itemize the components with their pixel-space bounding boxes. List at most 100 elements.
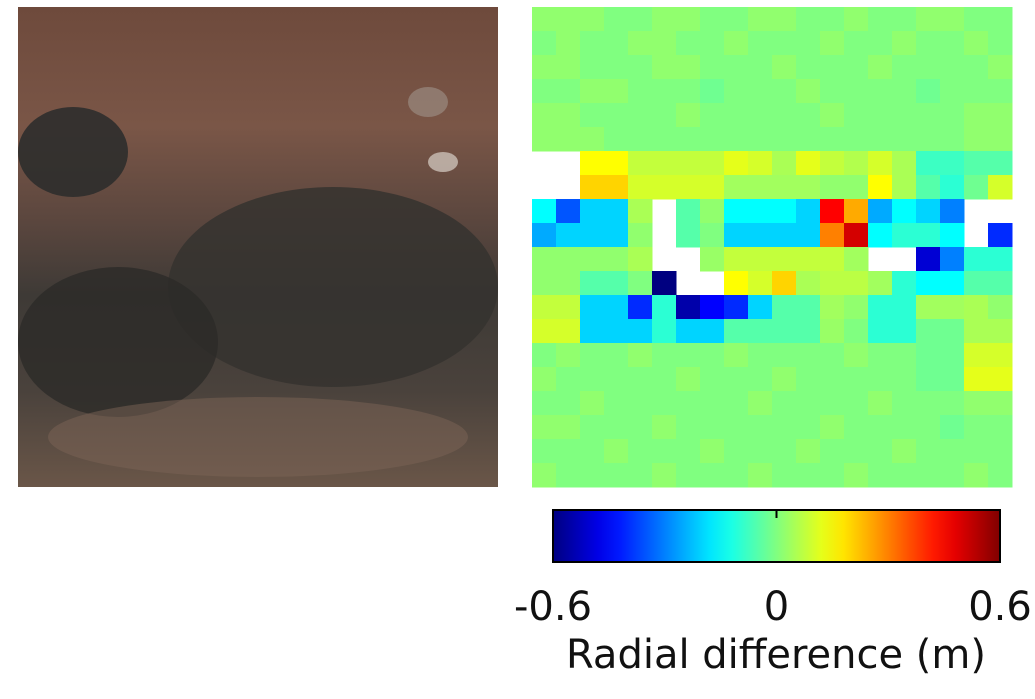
heatmap-cell [628,55,653,80]
heatmap-cell [604,55,629,80]
heatmap-cell [892,199,917,224]
heatmap-cell [724,127,749,152]
heatmap-cell [556,439,581,464]
heatmap-cell [916,175,941,200]
heatmap-cell [748,31,773,56]
heatmap-cell [580,223,605,248]
heatmap-cell [772,295,797,320]
heatmap-cell [820,415,845,440]
heatmap-cell [844,367,869,392]
heatmap-cell [892,343,917,368]
heatmap-cell [772,127,797,152]
heatmap-cell [724,199,749,224]
heatmap-cell [700,151,725,176]
heatmap-cell [652,343,677,368]
heatmap-cell [820,271,845,296]
heatmap-cell [940,31,965,56]
heatmap-cell [964,415,989,440]
heatmap-cell [772,79,797,104]
heatmap-cell [652,7,677,32]
heatmap-cell [868,343,893,368]
heatmap-cell [748,103,773,128]
heatmap-cell [796,439,821,464]
heatmap-cell [700,463,725,488]
heatmap-cell [892,367,917,392]
heatmap-cell [868,319,893,344]
heatmap-cell [724,151,749,176]
heatmap-cell [652,271,677,296]
heatmap-cell [724,343,749,368]
heatmap-cell [604,319,629,344]
heatmap-cell [868,103,893,128]
heatmap-cell [580,271,605,296]
heatmap-cell [916,295,941,320]
heatmap-cell [652,79,677,104]
heatmap-cell [820,175,845,200]
heatmap-cell [964,103,989,128]
heatmap-cell [988,415,1013,440]
heatmap-cell [676,463,701,488]
colorbar-tick-label: 0 [764,584,789,630]
heatmap-cell [676,295,701,320]
heatmap-cell [604,391,629,416]
heatmap-cell [772,31,797,56]
heatmap-cell [868,175,893,200]
heatmap-cell [532,439,557,464]
heatmap-cell [892,295,917,320]
heatmap-cell [676,55,701,80]
heatmap-cell [652,367,677,392]
heatmap-cell [844,31,869,56]
heatmap-cell [916,367,941,392]
heatmap-cell [748,55,773,80]
heatmap-cell [532,295,557,320]
heatmap-cell [700,391,725,416]
heatmap-cell [964,367,989,392]
heatmap-cell [700,343,725,368]
heatmap-cell [772,391,797,416]
heatmap-cell [940,391,965,416]
heatmap-cell [964,247,989,272]
heatmap-cell [796,463,821,488]
heatmap-cell [652,319,677,344]
heatmap-cell [820,31,845,56]
heatmap-cell [724,271,749,296]
heatmap-cell [556,319,581,344]
heatmap-cell [964,175,989,200]
heatmap-cell [820,7,845,32]
heatmap-cell [964,295,989,320]
heatmap-cell [556,463,581,488]
heatmap-cell [940,223,965,248]
heatmap-cell [796,31,821,56]
heatmap-cell [604,295,629,320]
heatmap-cell [964,463,989,488]
heatmap-cell [580,247,605,272]
heatmap-cell [724,7,749,32]
heatmap-cell [868,367,893,392]
heatmap-cell [700,127,725,152]
heatmap-cell [820,247,845,272]
heatmap-cell [916,151,941,176]
heatmap-cell [580,175,605,200]
heatmap-cell [628,31,653,56]
heatmap-cell [916,223,941,248]
heatmap-cell [628,271,653,296]
heatmap-cell [580,31,605,56]
heatmap-cell [652,415,677,440]
heatmap-cell [940,247,965,272]
heatmap-cell [796,343,821,368]
heatmap-cell [868,79,893,104]
heatmap-cell [796,391,821,416]
heatmap-cell [724,103,749,128]
heatmap-cell [940,439,965,464]
heatmap-cell [628,439,653,464]
heatmap-cell [844,271,869,296]
heatmap-cell [988,439,1013,464]
heatmap-cell [724,415,749,440]
heatmap-cell [892,415,917,440]
heatmap-cell [988,151,1013,176]
heatmap-cell [628,463,653,488]
heatmap-cell [868,463,893,488]
heatmap-cell [556,223,581,248]
heatmap-cell [676,127,701,152]
heatmap-cell [700,367,725,392]
